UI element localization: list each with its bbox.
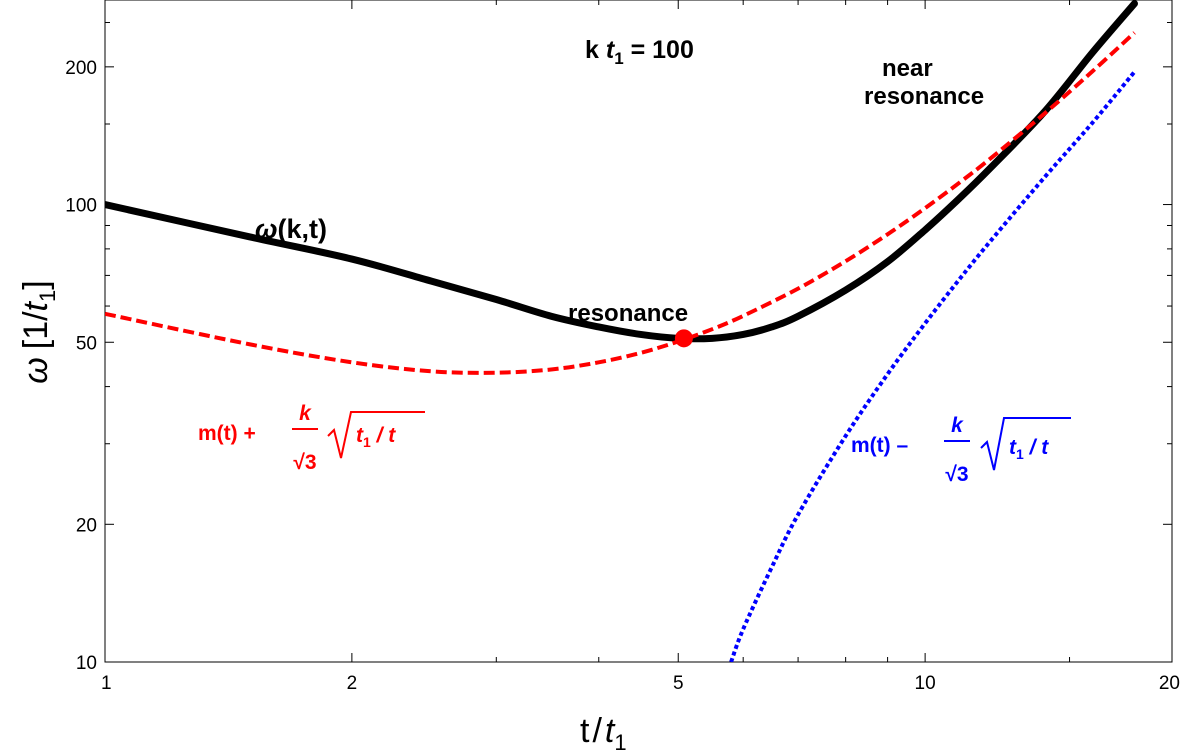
resonance-point (674, 329, 693, 348)
svg-text:√3: √3 (293, 451, 316, 474)
svg-text:k: k (951, 414, 964, 437)
svg-text:t1 / t: t1 / t (1009, 436, 1049, 462)
y-axis-title: ω[1/t1] (17, 280, 60, 383)
y-tick-label: 20 (76, 515, 97, 536)
chart-title: k t1 = 100 (585, 36, 694, 68)
x-tick-label: 10 (915, 673, 936, 694)
svg-text:m(t) +: m(t) + (198, 422, 256, 445)
near-resonance-label: resonance (864, 83, 984, 110)
x-tick-label: 5 (673, 673, 684, 694)
x-tick-label: 20 (1159, 673, 1180, 694)
resonance-label: resonance (568, 300, 688, 327)
svg-text:m(t) –: m(t) – (851, 434, 908, 457)
x-tick-label: 1 (101, 673, 112, 694)
blue-formula: m(t) – k √3 t1 / t (851, 414, 1071, 486)
y-tick-label: 10 (76, 653, 97, 674)
blue-minus-curve (729, 70, 1137, 662)
plot-frame (104, 0, 1173, 663)
x-tick-label: 2 (347, 673, 358, 694)
y-tick-label: 200 (65, 58, 97, 79)
red-plus-curve (105, 31, 1136, 375)
svg-text:t1 / t: t1 / t (356, 424, 396, 450)
y-tick-label: 100 (65, 196, 97, 217)
red-formula: m(t) + k √3 t1 / t (198, 402, 425, 474)
omega-curve-label: ω(k,t) (255, 214, 327, 244)
x-axis-title: t/t1 (580, 712, 627, 755)
near-label: near (882, 55, 933, 82)
axis-ticks: 1 2 5 10 20 10 20 50 100 200 (65, 0, 1180, 694)
svg-text:√3: √3 (945, 463, 968, 486)
y-tick-label: 50 (76, 333, 97, 354)
svg-text:k: k (299, 402, 312, 425)
omega-curve (105, 0, 1138, 343)
